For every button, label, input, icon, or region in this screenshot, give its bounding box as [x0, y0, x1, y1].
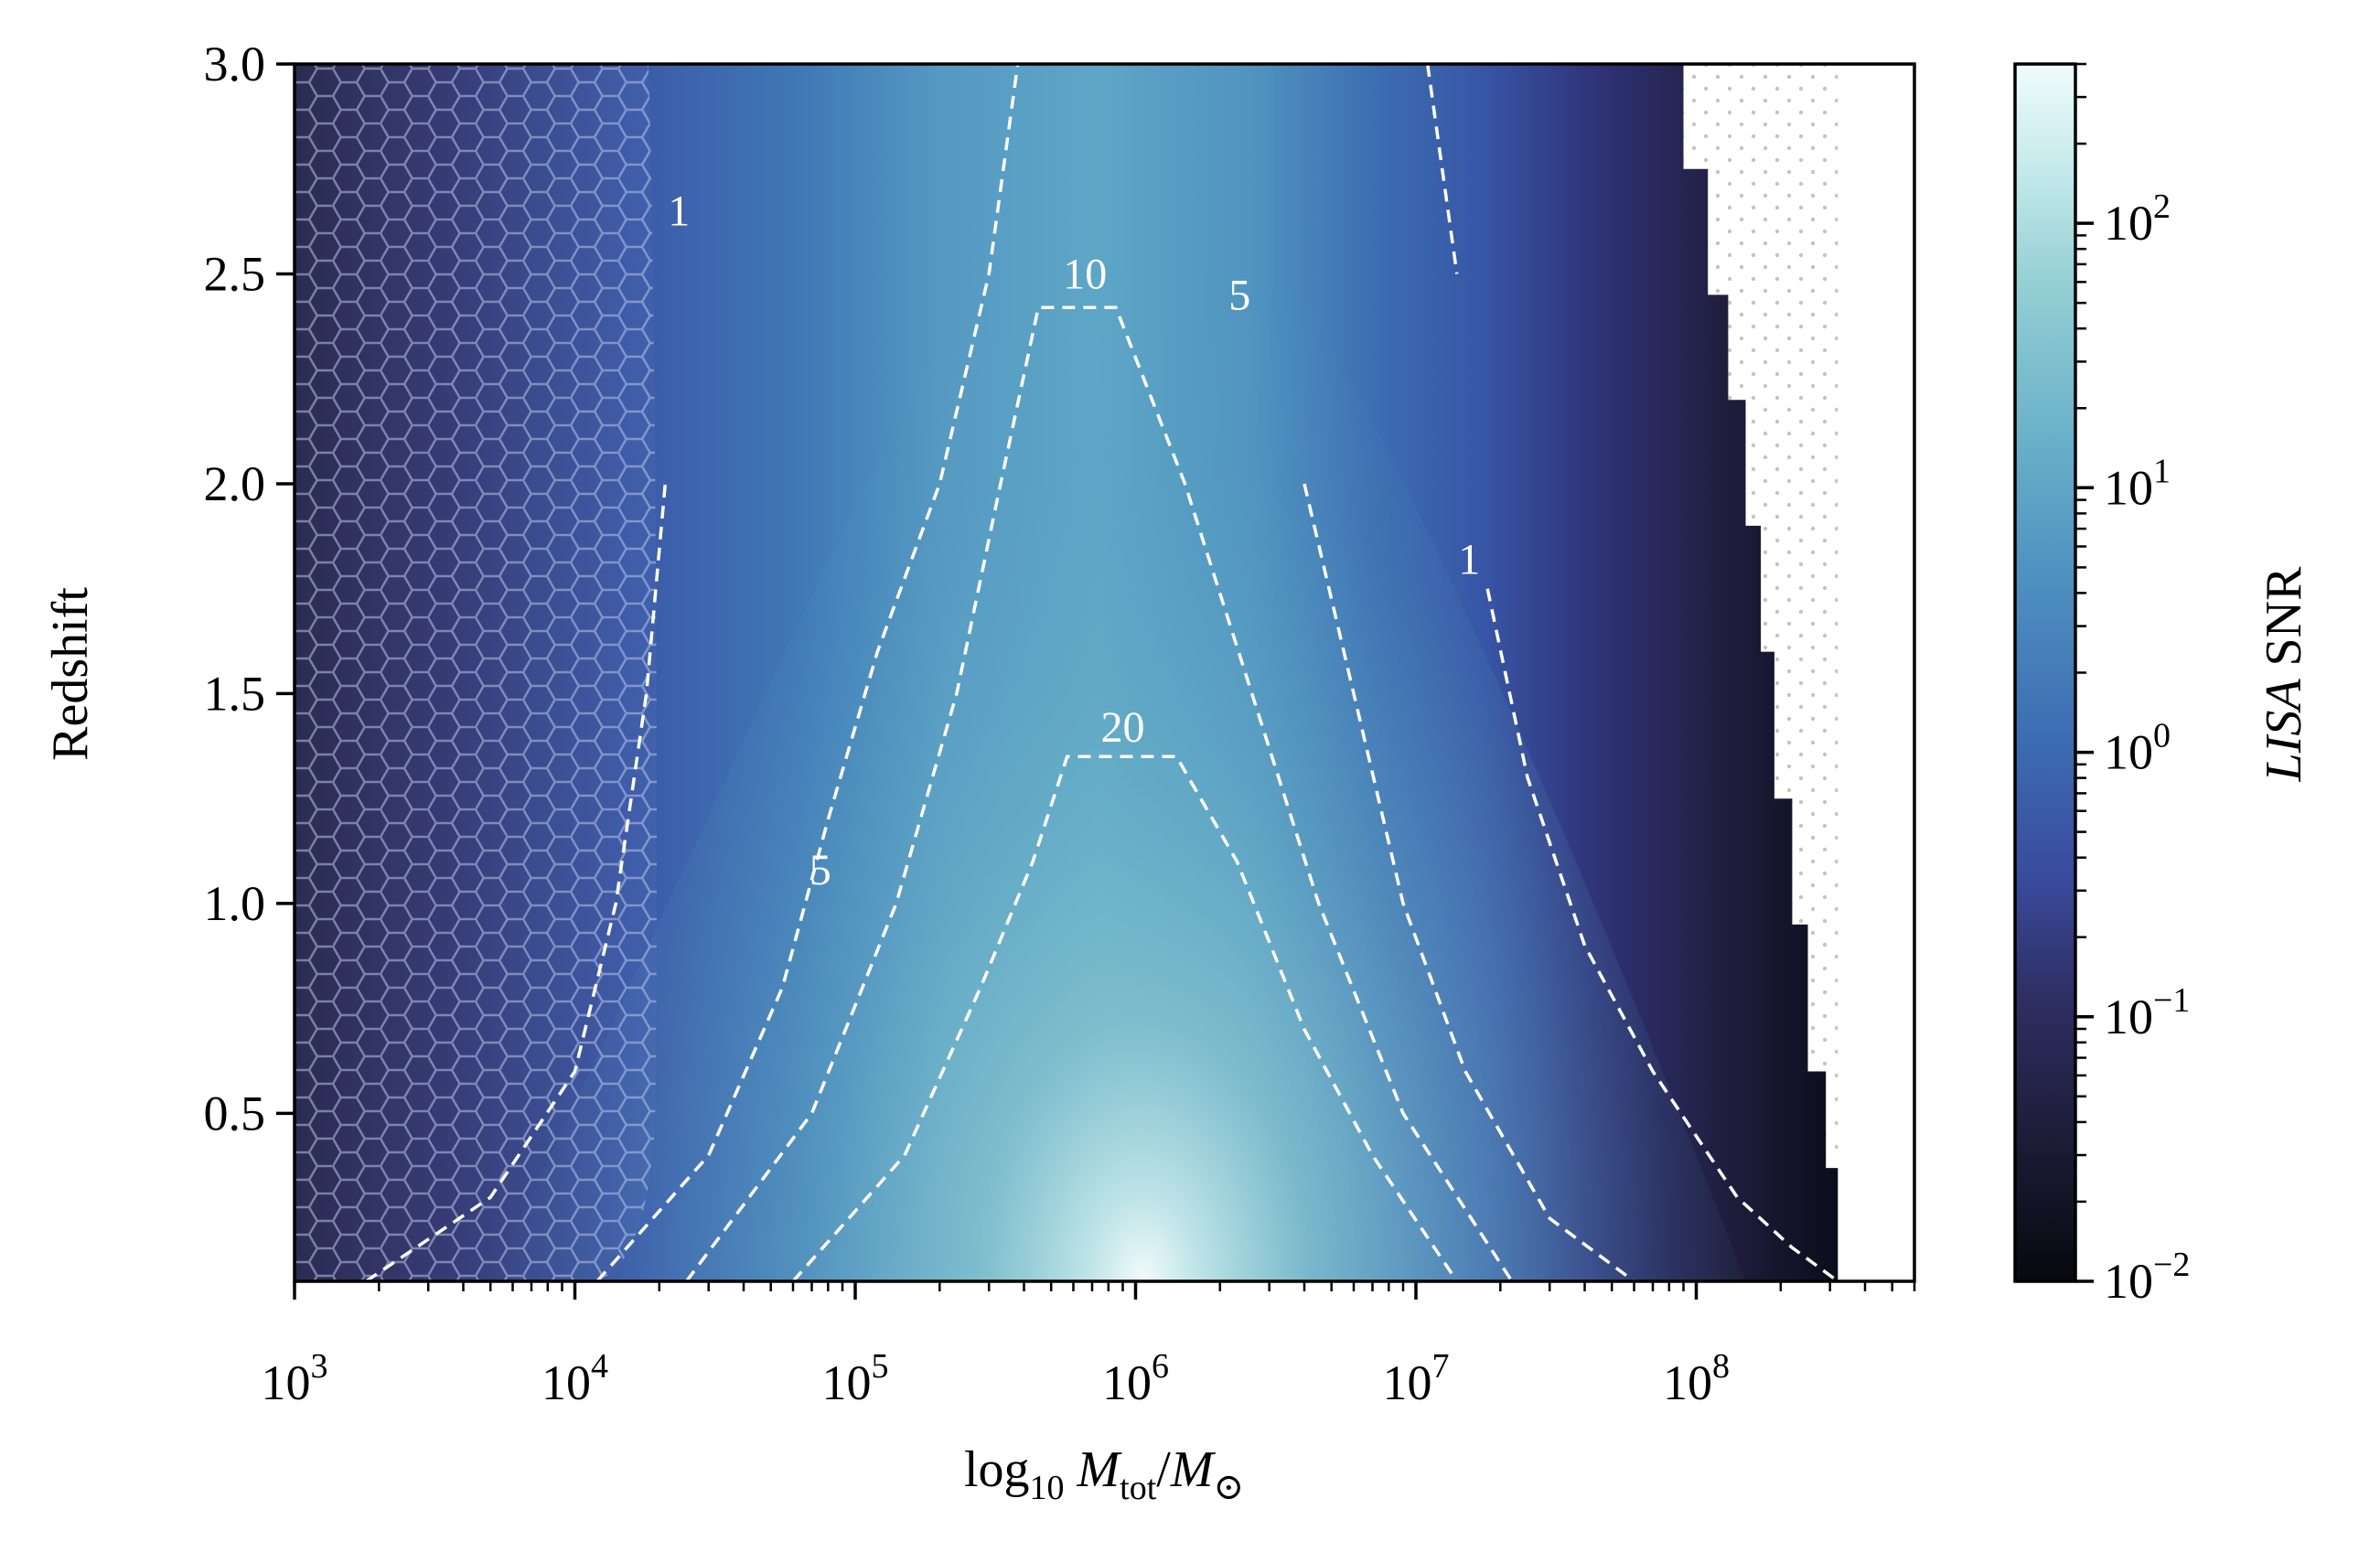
contour-snr5-right-line-2 — [1303, 483, 1635, 1281]
contour-snr5-left-line-1 — [595, 64, 1020, 1281]
x-tick-label-4: 107 — [1383, 1347, 1450, 1410]
contour-snr1-left-line-1 — [365, 483, 668, 1281]
plot-frame — [293, 62, 1916, 1283]
colorbar-tick-label-2: 100 — [2104, 717, 2171, 780]
contour-label-1-right: 1 — [1458, 536, 1480, 584]
x-tick-label-1: 104 — [541, 1347, 608, 1410]
y-tick-label-5: 3.0 — [204, 37, 266, 91]
colorbar-label: LISA SNR — [2256, 566, 2312, 783]
y-axis-ticks: 0.5 1.0 1.5 2.0 2.5 3.0 — [204, 37, 295, 1140]
x-axis-ticks: 103 104 105 106 107 108 — [262, 1281, 1916, 1410]
contour-label-20: 20 — [1101, 703, 1145, 752]
colorbar-gradient-bar — [2013, 62, 2077, 1283]
snr-contours — [365, 64, 1839, 1281]
colorbar-tick-label-3: 101 — [2104, 452, 2171, 515]
y-tick-label-2: 1.5 — [204, 666, 266, 721]
dotted-excluded-region — [1683, 64, 1839, 1281]
colorbar-label-lisa: LISA — [2256, 679, 2312, 783]
contour-label-1-left: 1 — [668, 187, 690, 236]
contour-snr10-line-1 — [685, 305, 1514, 1281]
x-axis-title: log10 Mtot/M⊙ — [964, 1441, 1244, 1507]
x-axis-title-subscript: 10 — [1030, 1469, 1065, 1507]
x-tick-label-3: 106 — [1102, 1347, 1169, 1410]
contour-labels: 1 5 10 20 5 1 — [668, 187, 1480, 895]
contour-label-5-left: 5 — [809, 846, 831, 894]
plot-area — [295, 64, 1914, 1281]
x-tick-label-2: 105 — [822, 1347, 889, 1410]
colorbar-tick-label-4: 102 — [2104, 187, 2171, 251]
colorbar: 10−2 10−1 100 101 102 LISA SNR — [2013, 62, 2312, 1309]
x-tick-label-5: 108 — [1663, 1347, 1730, 1410]
colorbar-tick-label-0: 10−2 — [2104, 1246, 2190, 1309]
colorbar-ticks: 10−2 10−1 100 101 102 — [2075, 62, 2190, 1309]
contour-label-10: 10 — [1063, 251, 1107, 299]
contour-snr20-line-1 — [791, 755, 1459, 1281]
contour-snr1-right-line-1 — [1425, 64, 1459, 274]
hexagon-hatched-region — [295, 64, 658, 1281]
colorbar-tick-label-1: 10−1 — [2104, 981, 2190, 1044]
y-tick-label-3: 2.0 — [204, 456, 266, 511]
contour-snr1-right-line-2 — [1485, 588, 1839, 1281]
snr-peak-region — [490, 105, 1746, 1281]
y-tick-label-4: 2.5 — [204, 247, 266, 302]
y-tick-label-0: 0.5 — [204, 1086, 266, 1140]
x-tick-label-0: 103 — [262, 1347, 328, 1410]
y-tick-label-1: 1.0 — [204, 876, 266, 931]
contour-label-5-right: 5 — [1228, 271, 1250, 319]
y-axis-title: Redshift — [42, 587, 99, 761]
hatched-region-tint — [295, 64, 658, 1281]
